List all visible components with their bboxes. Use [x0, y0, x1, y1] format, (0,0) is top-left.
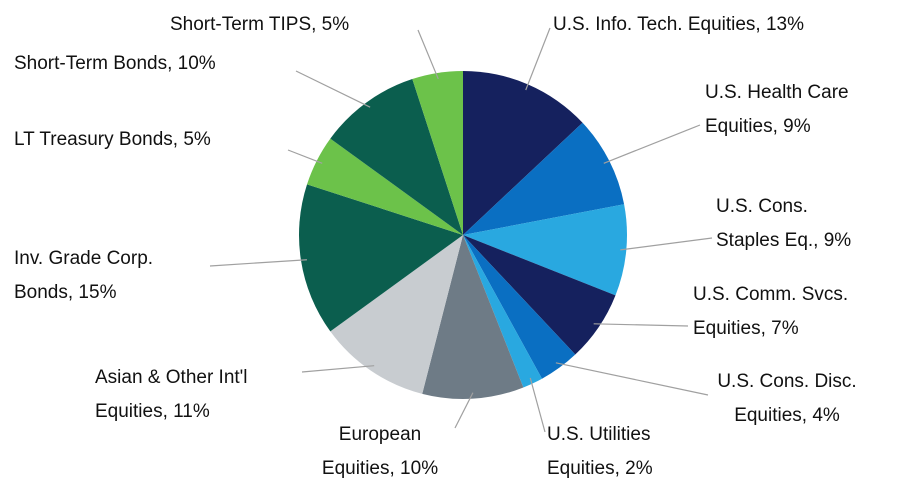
- leader-line: [603, 124, 701, 164]
- pie-slice: [463, 71, 583, 235]
- slice-label: European Equities, 10%: [321, 424, 439, 478]
- slice-label: U.S. Utilities Equities, 2%: [547, 424, 653, 478]
- pie-slice: [463, 122, 625, 235]
- slice-label: Inv. Grade Corp. Bonds, 15%: [14, 248, 154, 303]
- leader-line: [620, 237, 713, 251]
- leader-line: [417, 29, 439, 80]
- pie-slice: [330, 235, 463, 394]
- leader-line: [287, 149, 323, 164]
- leader-line: [555, 362, 709, 396]
- pie-slice: [463, 235, 616, 355]
- leader-line: [529, 377, 546, 433]
- leader-line: [209, 259, 307, 267]
- slice-label: U.S. Info. Tech. Equities, 13%: [553, 14, 805, 35]
- pie-slice: [463, 235, 543, 388]
- pie-slice: [412, 71, 463, 235]
- pie-slice: [422, 235, 524, 399]
- pie-slice: [463, 204, 627, 296]
- pie-slice: [330, 79, 463, 235]
- pie-slice: [298, 184, 463, 332]
- leader-line: [593, 323, 689, 327]
- slice-label: Short-Term TIPS, 5%: [170, 14, 350, 35]
- leader-line: [301, 365, 375, 373]
- leader-line: [454, 392, 474, 429]
- pie-slice: [307, 138, 463, 235]
- slice-label: Short-Term Bonds, 10%: [14, 53, 216, 74]
- slice-label: U.S. Comm. Svcs. Equities, 7%: [693, 284, 849, 339]
- leader-line: [295, 70, 371, 108]
- slice-label: U.S. Cons. Disc. Equities, 4%: [717, 371, 857, 426]
- slice-label: U.S. Cons. Staples Eq., 9%: [716, 196, 852, 251]
- slice-label: Asian & Other Int'l Equities, 11%: [95, 367, 248, 422]
- pie-slice: [463, 235, 576, 379]
- slice-label: LT Treasury Bonds, 5%: [14, 129, 211, 150]
- slice-label: U.S. Health Care Equities, 9%: [705, 82, 849, 137]
- leader-line: [525, 27, 551, 91]
